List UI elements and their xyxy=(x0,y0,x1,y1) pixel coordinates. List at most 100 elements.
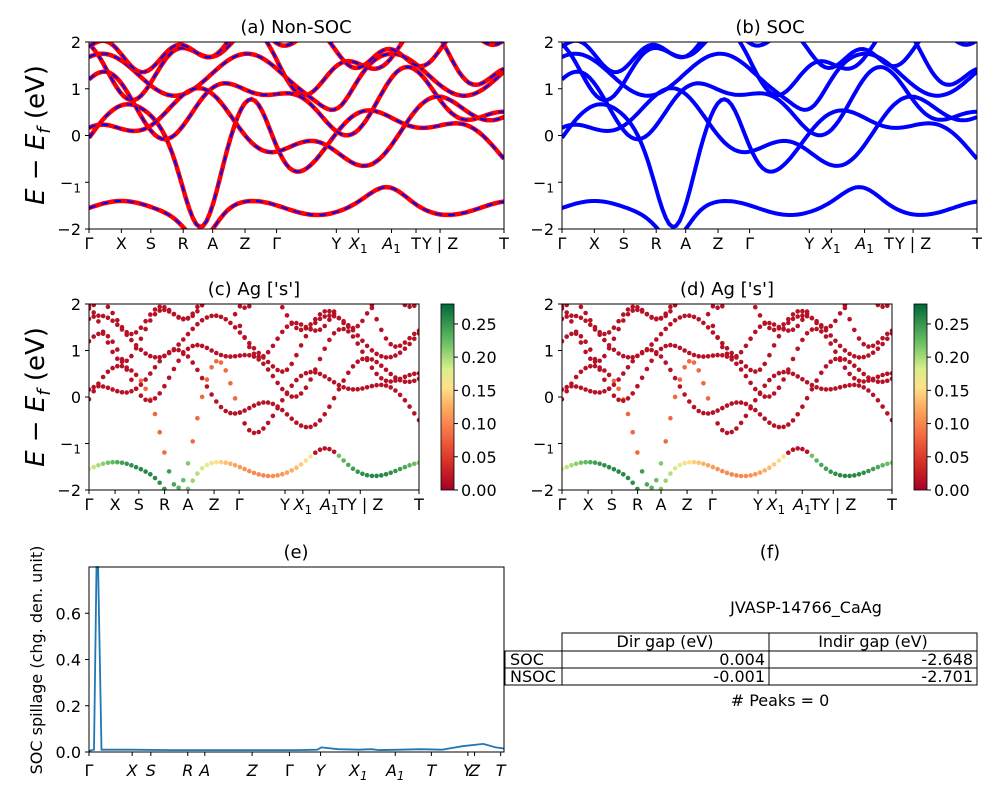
band-point xyxy=(388,354,394,360)
band-point xyxy=(393,353,398,358)
band-point xyxy=(100,384,106,389)
band-point xyxy=(397,343,403,349)
band-point xyxy=(280,407,285,413)
band-point xyxy=(588,322,593,328)
band-point xyxy=(407,379,412,385)
band-point xyxy=(649,342,654,347)
band-point xyxy=(625,475,631,481)
band-point xyxy=(294,325,299,331)
band-point xyxy=(767,320,772,326)
band-point xyxy=(776,424,782,430)
band-point xyxy=(148,318,153,323)
band-point xyxy=(129,377,134,383)
band-point xyxy=(663,326,668,332)
band-point xyxy=(804,395,810,401)
band-point xyxy=(635,450,640,455)
band-point xyxy=(880,341,885,347)
band-point xyxy=(611,347,617,353)
xtick-label: Z xyxy=(246,761,259,780)
band-point xyxy=(781,369,786,375)
band-point xyxy=(124,461,129,467)
band-point xyxy=(592,390,598,395)
band-point xyxy=(823,364,829,369)
ylabel-row1: E − Ef (eV) xyxy=(21,65,55,205)
band-point xyxy=(388,385,394,390)
band-point xyxy=(743,473,749,479)
band-point xyxy=(298,462,304,467)
band-point xyxy=(261,355,266,360)
band-point xyxy=(322,323,328,329)
band-point xyxy=(110,459,115,465)
band-point xyxy=(115,459,120,465)
band-point xyxy=(214,359,219,364)
band-point xyxy=(630,358,635,364)
band-point xyxy=(322,346,328,352)
title-e: (e) xyxy=(283,542,308,563)
band-point xyxy=(350,325,356,331)
band-point xyxy=(374,371,379,377)
cbar-tick-label: 0.10 xyxy=(934,415,970,434)
xtick-label: Γ xyxy=(558,495,567,514)
band-point xyxy=(588,363,593,369)
band-point xyxy=(148,353,153,359)
band-point xyxy=(265,420,271,426)
xtick-label: R xyxy=(178,234,189,253)
band-point xyxy=(360,349,365,355)
band-point xyxy=(280,471,285,477)
band-point xyxy=(562,338,565,344)
band-point xyxy=(597,329,602,335)
band-point xyxy=(564,464,569,470)
band-point xyxy=(204,462,210,468)
band-point xyxy=(602,337,607,343)
band-point xyxy=(242,466,247,472)
band-point xyxy=(734,355,739,360)
band-point xyxy=(190,439,195,444)
band-point xyxy=(569,331,574,337)
band-point xyxy=(275,404,280,409)
scatter-points xyxy=(562,304,892,490)
band-point xyxy=(115,388,120,394)
band-point xyxy=(280,386,285,392)
band-point xyxy=(696,317,701,322)
ytick-label: 1 xyxy=(71,80,81,99)
peaks-count: # Peaks = 0 xyxy=(731,691,830,710)
band-point xyxy=(705,396,711,401)
band-point xyxy=(790,371,796,377)
band-point xyxy=(374,473,379,479)
band-point xyxy=(143,318,148,324)
band-point xyxy=(223,460,228,466)
band-point xyxy=(152,365,158,370)
xtick-label: R xyxy=(651,234,662,253)
band-point xyxy=(837,472,843,478)
band-point xyxy=(668,342,673,348)
band-point xyxy=(767,325,772,331)
band-point xyxy=(157,308,162,313)
table-subtitle: JVASP-14766_CaAg xyxy=(729,598,882,618)
band-point xyxy=(578,340,584,345)
band-point xyxy=(649,315,654,320)
band-point xyxy=(270,343,276,349)
title-d: (d) Ag ['s'] xyxy=(680,279,774,300)
bands-b xyxy=(562,42,977,229)
band-point xyxy=(875,304,881,308)
ytick-label: 1 xyxy=(71,342,81,361)
band-point xyxy=(204,315,210,320)
band-point xyxy=(251,403,257,408)
band-point xyxy=(294,465,299,471)
band-point xyxy=(374,359,379,365)
band-point xyxy=(724,470,730,476)
xtick-label: R xyxy=(182,761,193,780)
band-point xyxy=(143,377,148,382)
band-point xyxy=(644,482,650,487)
band-point xyxy=(757,367,763,373)
band-point xyxy=(880,304,885,310)
band-point xyxy=(374,382,379,388)
band-point xyxy=(237,353,243,358)
band-point xyxy=(416,371,419,376)
band-point xyxy=(317,371,323,377)
band-point xyxy=(672,318,678,323)
band-point xyxy=(89,387,92,392)
band-point xyxy=(583,318,588,324)
band-point xyxy=(630,355,635,360)
band-point xyxy=(715,305,720,311)
